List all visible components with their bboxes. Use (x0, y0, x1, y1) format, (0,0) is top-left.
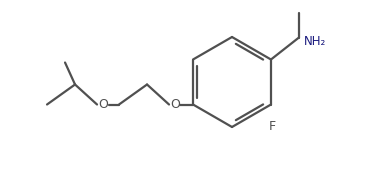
Text: O: O (98, 98, 108, 111)
Text: F: F (269, 120, 276, 133)
Text: NH₂: NH₂ (304, 35, 326, 48)
Text: O: O (170, 98, 180, 111)
